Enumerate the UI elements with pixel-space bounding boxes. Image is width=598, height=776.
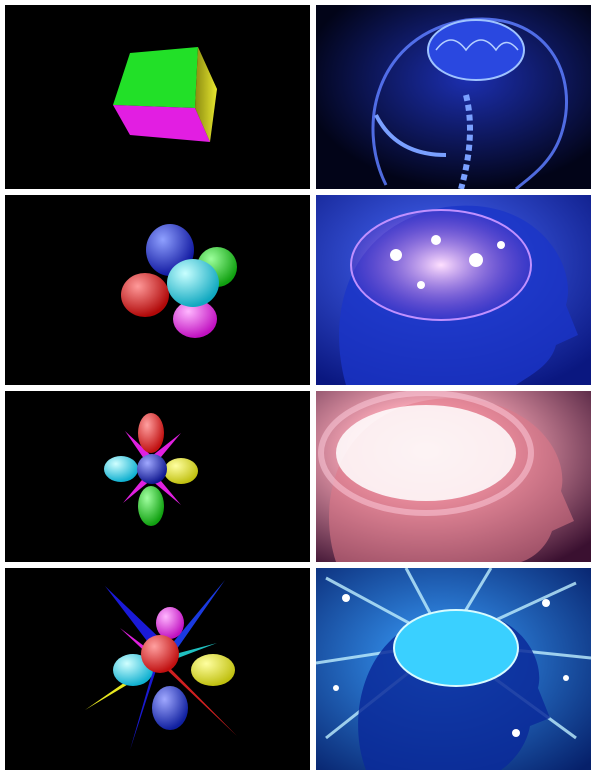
green-petal	[138, 486, 164, 526]
panel-star	[5, 568, 310, 770]
jaw-icon	[374, 114, 447, 157]
blue-center-sphere	[137, 454, 167, 484]
cyan-blob	[167, 259, 219, 307]
brain-icon	[393, 609, 519, 687]
cube-magenta-face	[113, 105, 210, 142]
star-sparks	[333, 594, 569, 737]
flower-render	[104, 413, 198, 526]
four-blobs-render	[121, 224, 237, 338]
panel-cube	[5, 5, 310, 189]
yellow-petal	[164, 458, 198, 484]
panel-glowing-brain	[316, 195, 591, 385]
cube-green-face	[113, 47, 198, 108]
panel-four-blobs	[5, 195, 310, 385]
spine-icon	[458, 94, 473, 189]
red-center-sphere	[141, 635, 179, 673]
magenta-sphere	[156, 607, 184, 639]
red-petal	[138, 413, 164, 453]
cube-render	[113, 47, 217, 142]
cube-yellow-face	[195, 47, 217, 142]
magenta-blob	[173, 300, 217, 338]
star-render	[85, 580, 237, 750]
cyan-petal	[104, 456, 138, 482]
brain-icon	[427, 19, 525, 81]
panel-flower	[5, 391, 310, 562]
skull-outline	[371, 17, 568, 189]
panel-radiant-brain	[316, 391, 591, 562]
red-blob	[121, 273, 169, 317]
panel-dim-brain	[316, 5, 591, 189]
blue-sphere	[152, 686, 188, 730]
brain-icon	[336, 405, 516, 501]
panel-cosmic-brain	[316, 568, 591, 770]
cosmic-brain-render	[316, 568, 591, 770]
radiant-brain-render	[316, 391, 591, 562]
glowing-brain-render	[316, 195, 591, 385]
dim-brain-render	[316, 5, 591, 189]
brain-icon	[350, 209, 532, 321]
yellow-sphere	[191, 654, 235, 686]
